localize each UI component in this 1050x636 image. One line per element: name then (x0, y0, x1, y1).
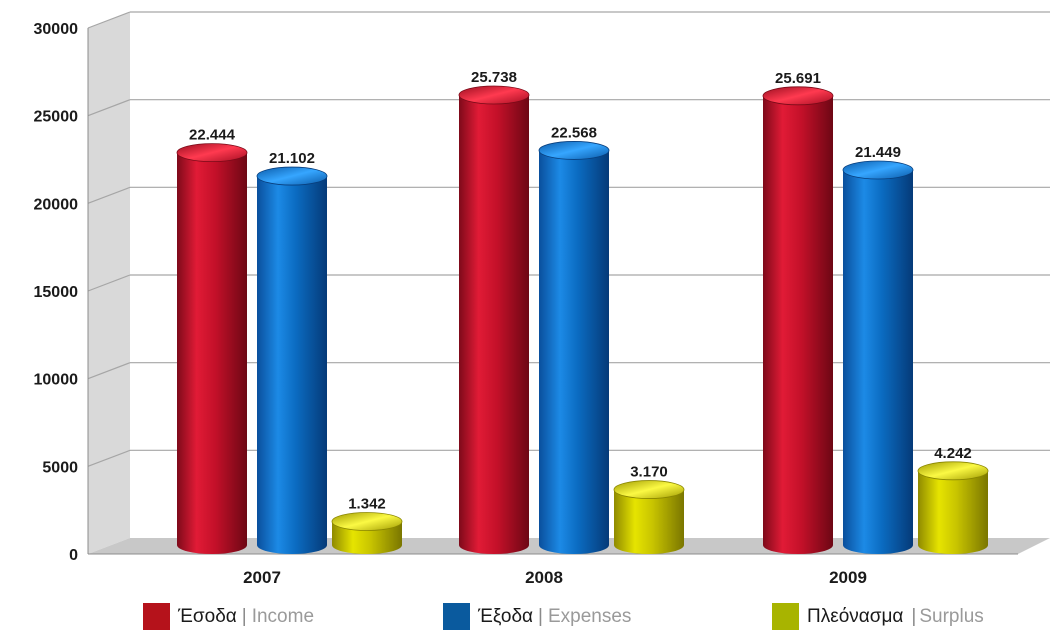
legend-swatch-income (143, 603, 170, 630)
y-tick-label: 30000 (34, 21, 79, 38)
bar-body (843, 169, 913, 554)
bar (613, 480, 685, 554)
legend-label-english: Surplus (919, 605, 984, 627)
y-tick-label: 5000 (42, 459, 78, 476)
y-tick-labels: 0 5000 10000 15000 20000 25000 30000 (34, 21, 79, 564)
value-label: 22.568 (551, 124, 597, 141)
bar-body (539, 150, 609, 554)
bar-top (613, 480, 685, 499)
legend-label-greek: Έσοδα (178, 605, 237, 627)
bar-top (842, 160, 914, 180)
legend-separator: | (538, 605, 543, 627)
y-tick-label: 20000 (34, 196, 79, 213)
legend-swatch-surplus (772, 603, 799, 630)
bar (256, 166, 328, 554)
legend-label-greek: Έξοδα (478, 605, 534, 627)
bar-body (918, 470, 988, 554)
bar-body (257, 176, 327, 554)
value-labels: 22.444 21.102 1.342 25.738 22.568 3.170 25.691… (189, 69, 972, 513)
x-tick-label: 2009 (829, 568, 867, 587)
legend-item-income: Έσοδα | Income (143, 603, 314, 630)
bar (538, 141, 610, 554)
legend-label-greek: Πλεόνασμα (807, 605, 904, 627)
bar-top (331, 512, 403, 531)
value-label: 21.102 (269, 150, 315, 167)
value-label: 22.444 (189, 127, 236, 144)
bar-top (458, 85, 530, 105)
value-label: 25.738 (471, 69, 517, 86)
legend-separator: | (241, 605, 247, 627)
y-tick-label: 10000 (34, 372, 79, 389)
gridline-side (87, 99, 131, 117)
bar (762, 86, 834, 554)
legend-separator: | (911, 605, 917, 627)
bars (176, 85, 989, 554)
bar (842, 160, 914, 554)
bar-body (763, 95, 833, 554)
legend-label-english: Expenses (547, 605, 632, 627)
bar (458, 85, 530, 554)
legend-label-english: Income (251, 605, 315, 627)
gridline-side (87, 11, 131, 29)
bar (331, 512, 403, 554)
legend: Έσοδα | Income Έξοδα | Expenses Πλεόνασμ… (0, 603, 1050, 633)
y-tick-label: 25000 (34, 109, 79, 126)
bar-top (917, 461, 989, 481)
bar-body (459, 95, 529, 554)
y-tick-label: 0 (69, 547, 78, 564)
value-label: 4.242 (934, 445, 972, 462)
x-tick-labels: 2007 2008 2009 (243, 568, 867, 587)
bar-top (538, 141, 610, 160)
legend-item-expenses: Έξοδα | Expenses (443, 603, 631, 630)
x-tick-label: 2008 (525, 568, 563, 587)
bar (176, 143, 248, 554)
legend-item-surplus: Πλεόνασμα | Surplus (772, 603, 984, 630)
gridline-side (87, 186, 131, 204)
bar (917, 461, 989, 554)
gridline-side (87, 274, 131, 292)
gridline-side (87, 362, 131, 380)
bar-top (256, 166, 328, 186)
legend-swatch-expenses (443, 603, 470, 630)
bar-body (177, 152, 247, 554)
bar-top (176, 143, 248, 163)
bar-body (614, 489, 684, 554)
y-tick-label: 15000 (34, 284, 79, 301)
bar-top (762, 86, 834, 106)
x-tick-label: 2007 (243, 568, 281, 587)
value-label: 3.170 (630, 464, 668, 481)
value-label: 25.691 (775, 70, 821, 87)
value-label: 1.342 (348, 496, 386, 513)
value-label: 21.449 (855, 144, 901, 161)
gridline-side (87, 449, 131, 467)
